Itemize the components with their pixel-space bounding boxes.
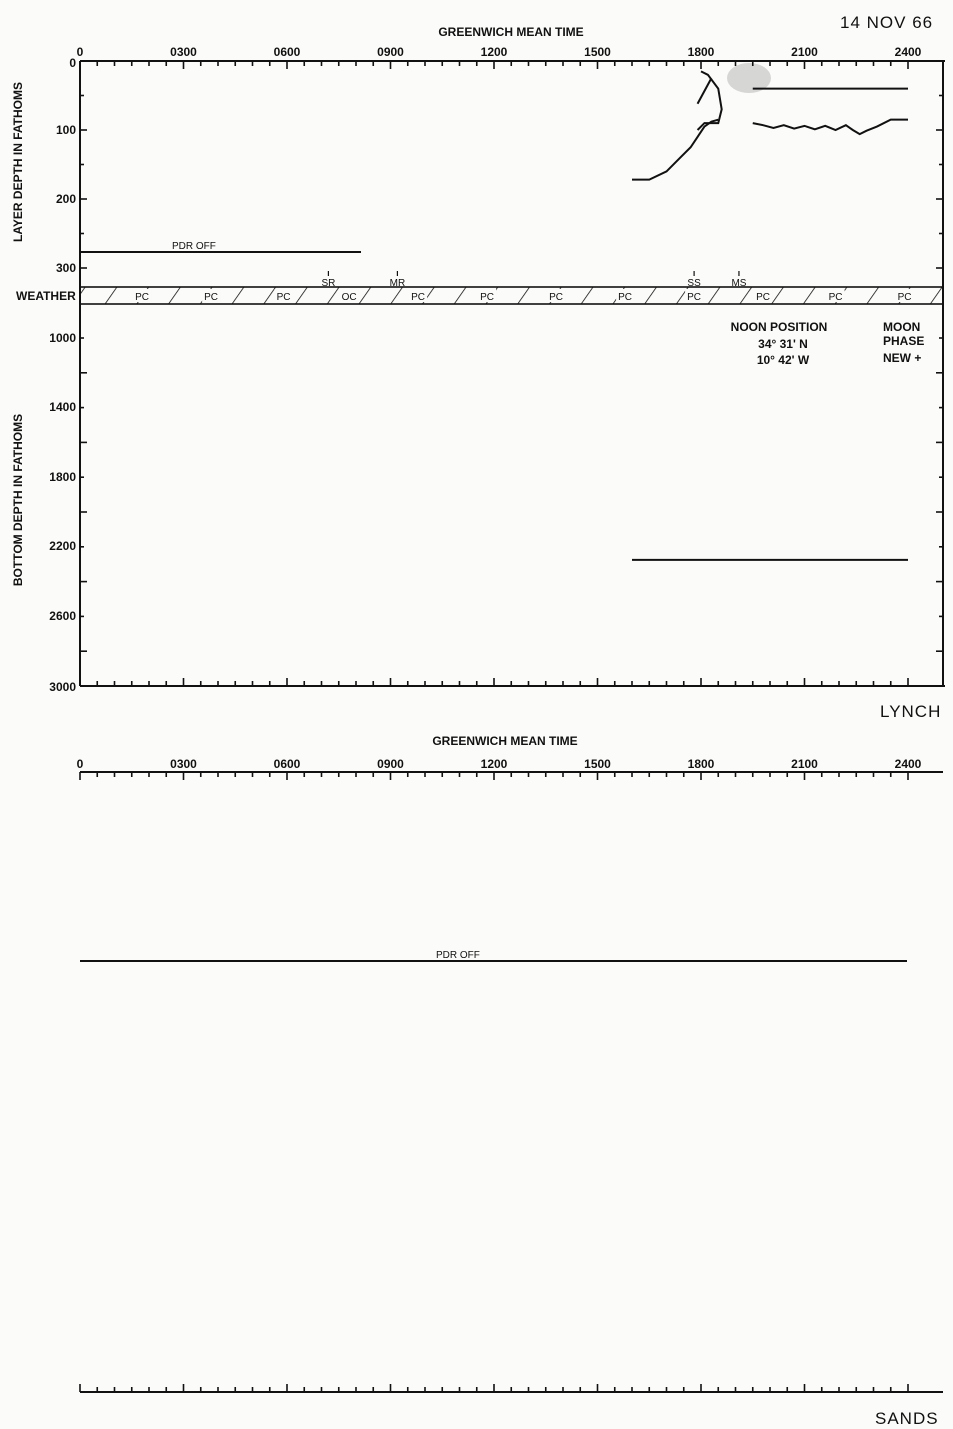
bottom-y-tick-2200: 2200 bbox=[49, 539, 76, 553]
lynch-x-tick-label: 2100 bbox=[791, 45, 818, 59]
weather-code-bg bbox=[685, 289, 704, 302]
weather-code: PC bbox=[204, 292, 218, 303]
layer-y-tick-300: 300 bbox=[56, 261, 76, 275]
weather-code: PC bbox=[411, 292, 425, 303]
weather-code: PC bbox=[135, 292, 149, 303]
bottom-y-tick-3000: 3000 bbox=[49, 680, 76, 694]
moon-phase-value: NEW + bbox=[883, 351, 921, 365]
sands-time-axis-title: GREENWICH MEAN TIME bbox=[432, 734, 577, 748]
layer-y-tick-labels: 0 100 200 300 bbox=[56, 56, 76, 275]
sands-x-tick-label: 1200 bbox=[481, 757, 508, 771]
weather-code-bg bbox=[340, 289, 359, 302]
sands-x-tick-label: 2400 bbox=[895, 757, 922, 771]
event-marker: SR bbox=[321, 278, 335, 289]
weather-code-bg bbox=[616, 289, 635, 302]
bottom-y-tick-2600: 2600 bbox=[49, 609, 76, 623]
bottom-depth-axis-title: BOTTOM DEPTH IN FATHOMS bbox=[11, 414, 25, 586]
weather-code: PC bbox=[898, 292, 912, 303]
weather-code-bg bbox=[274, 289, 293, 302]
bottom-y-tick-1000: 1000 bbox=[49, 331, 76, 345]
noon-position-block: NOON POSITION 34° 31' N 10° 42' W bbox=[731, 320, 828, 367]
weather-code-bg bbox=[826, 289, 845, 302]
sands-x-tick-label: 0600 bbox=[274, 757, 301, 771]
bottom-y-tick-1400: 1400 bbox=[49, 400, 76, 414]
dynamic-marks: 0 0 0300 0300 0600 0600 0900 0900 1200 1200 1500 15… bbox=[77, 45, 943, 1392]
sands-x-tick-label: 2100 bbox=[791, 757, 818, 771]
lynch-pdr-off-label: PDR OFF bbox=[172, 241, 216, 252]
layer-depth-series-1 bbox=[696, 70, 723, 131]
lynch-x-tick-label: 1500 bbox=[584, 45, 611, 59]
event-marker: MS bbox=[731, 278, 746, 289]
sands-x-tick-label: 0900 bbox=[377, 757, 404, 771]
ink-smudge bbox=[727, 63, 771, 93]
layer-y-tick-0: 0 bbox=[69, 56, 76, 70]
event-marker: MR bbox=[390, 278, 406, 289]
weather-code: PC bbox=[549, 292, 563, 303]
weather-code-bg bbox=[895, 289, 914, 302]
lynch-layer-panel bbox=[79, 60, 945, 687]
weather-code: PC bbox=[277, 292, 291, 303]
lynch-x-tick-label: 2400 bbox=[895, 45, 922, 59]
lynch-x-tick-label: 0300 bbox=[170, 45, 197, 59]
weather-code-bg bbox=[409, 289, 428, 302]
lynch-x-tick-label: 1800 bbox=[688, 45, 715, 59]
lynch-x-tick-label: 0600 bbox=[274, 45, 301, 59]
weather-code: PC bbox=[618, 292, 632, 303]
layer-depth-series-2 bbox=[752, 118, 908, 136]
bottom-y-tick-labels: 1000 1400 1800 2200 2600 3000 bbox=[49, 331, 76, 694]
weather-band bbox=[79, 286, 944, 305]
weather-code-bg bbox=[202, 289, 221, 302]
lynch-time-axis-title: GREENWICH MEAN TIME bbox=[438, 25, 583, 39]
lynch-x-tick-label: 0900 bbox=[377, 45, 404, 59]
sands-ship-label: SANDS bbox=[875, 1409, 939, 1428]
weather-label: WEATHER bbox=[16, 289, 76, 303]
weather-code: PC bbox=[756, 292, 770, 303]
weather-code-bg bbox=[754, 289, 773, 302]
weather-code: PC bbox=[480, 292, 494, 303]
sands-x-tick-label: 0 bbox=[77, 757, 84, 771]
bottom-y-tick-1800: 1800 bbox=[49, 470, 76, 484]
weather-code: PC bbox=[687, 292, 701, 303]
weather-code-bg bbox=[478, 289, 497, 302]
lynch-ship-label: LYNCH bbox=[880, 702, 941, 721]
layer-depth-axis-title: LAYER DEPTH IN FATHOMS bbox=[11, 82, 25, 242]
weather-code-bg bbox=[547, 289, 566, 302]
event-marker: SS bbox=[687, 278, 701, 289]
weather-code: OC bbox=[342, 292, 357, 303]
moon-phase-block: MOON PHASE NEW + bbox=[883, 320, 924, 365]
layer-y-tick-100: 100 bbox=[56, 123, 76, 137]
sands-pdr-off-label: PDR OFF bbox=[436, 950, 480, 961]
sands-x-tick-label: 1800 bbox=[688, 757, 715, 771]
sands-x-tick-label: 0300 bbox=[170, 757, 197, 771]
noon-position-lat: 34° 31' N bbox=[758, 337, 808, 351]
weather-code: PC bbox=[829, 292, 843, 303]
weather-code-bg bbox=[133, 289, 152, 302]
layer-depth-slash-mark bbox=[696, 77, 713, 105]
noon-position-lon: 10° 42' W bbox=[757, 353, 810, 367]
noon-position-title: NOON POSITION bbox=[731, 320, 828, 334]
moon-phase-title-2: PHASE bbox=[883, 334, 924, 348]
date-label: 14 NOV 66 bbox=[840, 13, 933, 32]
lynch-x-tick-label: 1200 bbox=[481, 45, 508, 59]
moon-phase-title-1: MOON bbox=[883, 320, 920, 334]
sands-x-tick-label: 1500 bbox=[584, 757, 611, 771]
layer-depth-series-0 bbox=[632, 118, 719, 181]
layer-y-tick-200: 200 bbox=[56, 192, 76, 206]
lynch-x-tick-label: 0 bbox=[77, 45, 84, 59]
